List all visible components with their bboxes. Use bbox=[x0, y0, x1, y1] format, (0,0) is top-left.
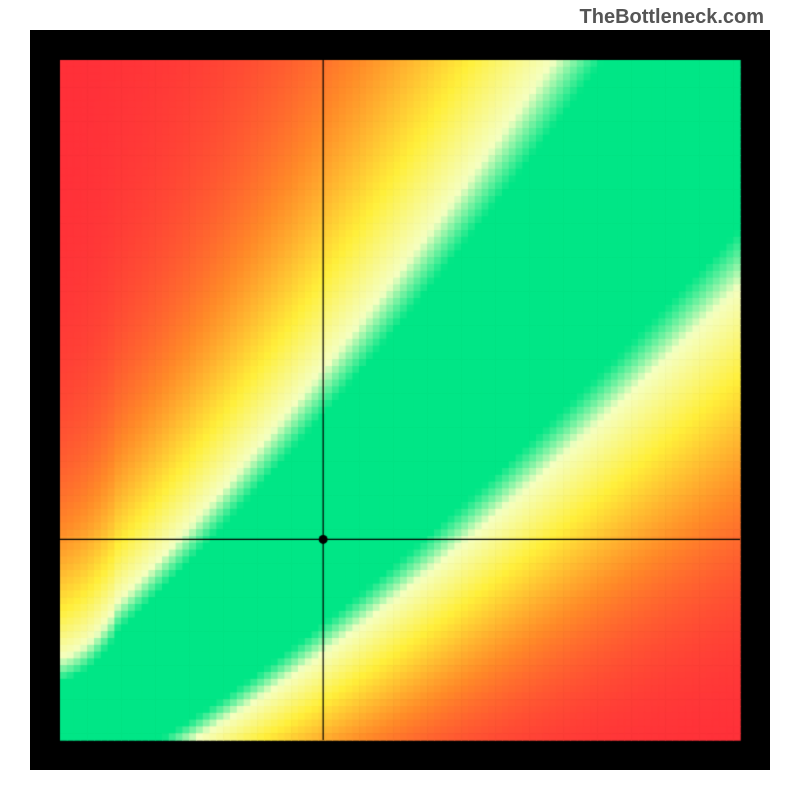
chart-container: TheBottleneck.com bbox=[0, 0, 800, 800]
bottleneck-heatmap bbox=[30, 30, 770, 770]
attribution-label: TheBottleneck.com bbox=[580, 6, 764, 29]
chart-outer-frame bbox=[30, 30, 770, 770]
